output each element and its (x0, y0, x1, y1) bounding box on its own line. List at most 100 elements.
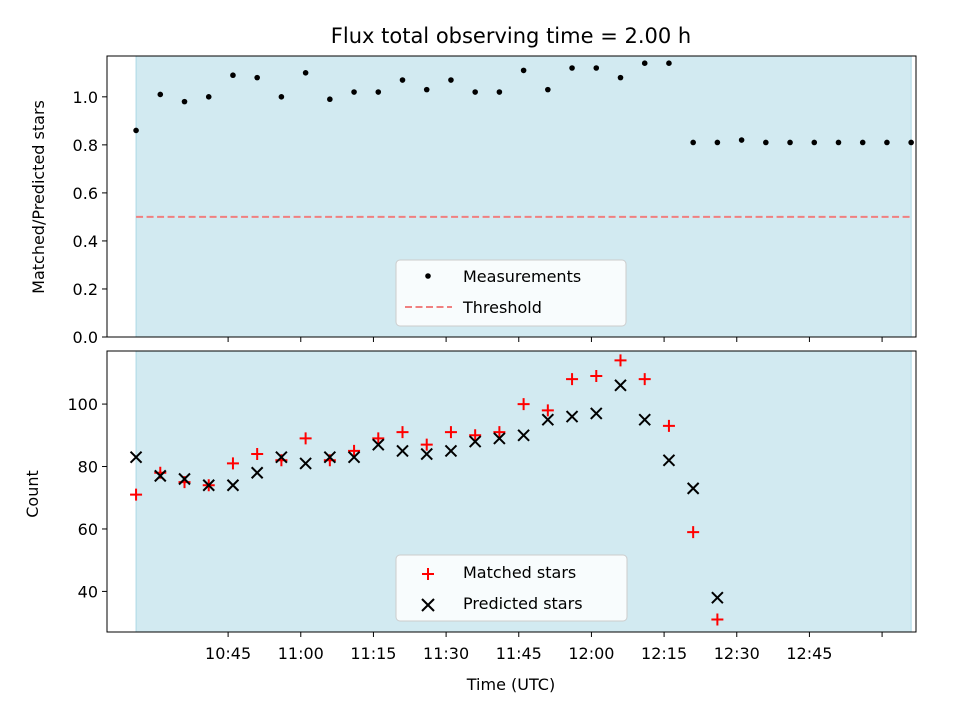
matched-star-point (662, 419, 675, 432)
predicted-star-point (129, 450, 143, 464)
predicted-star-point (178, 472, 191, 486)
measurement-point (254, 74, 260, 81)
matched-star-point (517, 398, 530, 411)
bottom-axes-frame (106, 350, 917, 633)
measurement-point (399, 77, 406, 83)
top-ytick-label: 1.0 (73, 88, 98, 107)
predicted-star-point (275, 450, 288, 464)
measurement-point (835, 139, 842, 146)
legend-predicted-label: Predicted stars (463, 594, 583, 613)
predicted-star-point (396, 444, 409, 458)
top-axes-frame (106, 55, 917, 338)
measurement-point (714, 139, 721, 146)
predicted-star-point (541, 413, 555, 426)
chart-title: Flux total observing time = 2.00 h (331, 24, 691, 48)
bottom-ytick-label: 100 (67, 395, 98, 414)
bottom-axes: 40 60 80 100 10:45 11:00 11:15 11:30 11:45 12:00… (23, 350, 917, 694)
bottom-ytick-label: 40 (78, 582, 98, 601)
measurement-point (302, 70, 309, 76)
legend-measurements-label: Measurements (463, 267, 581, 286)
top-ytick-label: 0.4 (73, 232, 98, 251)
predicted-star-point (686, 482, 700, 495)
measurement-point (569, 65, 575, 71)
predicted-star-point (468, 435, 482, 448)
bottom-xlabel: Time (UTC) (466, 675, 555, 694)
matched-star-point (566, 373, 579, 386)
measurement-point (423, 86, 430, 93)
predicted-star-point (614, 379, 627, 392)
measurement-point (884, 139, 890, 146)
measurement-point (327, 96, 333, 103)
bottom-legend: Matched stars Predicted stars (395, 554, 628, 622)
predicted-star-point (565, 410, 579, 423)
bottom-xtick-label: 11:15 (350, 644, 396, 663)
legend-matched-marker (422, 568, 434, 580)
bottom-xtick-label: 11:45 (496, 644, 542, 663)
measurement-point (908, 139, 914, 146)
measurement-point (593, 65, 600, 71)
matched-star-point (469, 429, 482, 442)
bottom-xtick-label: 12:45 (786, 644, 832, 663)
matched-star-point (541, 404, 554, 417)
matched-star-point (638, 373, 651, 386)
measurement-point (811, 139, 818, 146)
bottom-xtick-label: 11:30 (423, 644, 469, 663)
predicted-star-point (493, 432, 506, 445)
predicted-star-point (662, 454, 676, 467)
predicted-star-point (444, 444, 458, 458)
measurement-point (133, 127, 139, 134)
bottom-xtick-label: 12:30 (714, 644, 760, 663)
predicted-star-point (420, 447, 433, 461)
matched-star-point (444, 426, 457, 439)
bottom-ytick-label: 80 (78, 458, 98, 477)
matched-star-point (590, 369, 603, 382)
predicted-star-point (323, 450, 337, 464)
measurement-point (496, 89, 503, 95)
matched-star-point (711, 613, 724, 626)
measurement-point (181, 98, 188, 105)
legend-matched-label: Matched stars (463, 563, 576, 582)
matched-star-point (226, 457, 239, 470)
measurement-point (230, 72, 236, 79)
predicted-star-point (590, 407, 603, 420)
top-legend-box (395, 259, 627, 327)
predicted-star-point (202, 479, 215, 492)
bottom-legend-box (395, 554, 628, 622)
measurement-point (787, 139, 793, 146)
measurement-point (351, 89, 357, 95)
matched-star-point (396, 426, 409, 439)
measurement-point (545, 86, 551, 93)
bottom-xtick-label: 11:00 (278, 644, 324, 663)
matched-star-point (348, 444, 361, 457)
measurement-point (278, 94, 285, 100)
matched-star-point (420, 438, 433, 451)
matched-star-point (687, 526, 700, 539)
bottom-xtick-label: 12:00 (568, 644, 614, 663)
measurement-point (617, 74, 624, 81)
matched-star-point (251, 448, 264, 461)
measurement-point (641, 60, 648, 67)
legend-measurements-marker (425, 273, 431, 279)
matched-star-point (299, 432, 312, 445)
measurement-point (666, 60, 672, 67)
legend-predicted-marker (421, 598, 435, 612)
matched-star-point (130, 488, 143, 501)
predicted-star-point (638, 413, 651, 426)
measurement-point (375, 89, 382, 95)
predicted-star-point (154, 469, 167, 483)
measurement-point (520, 67, 527, 74)
top-legend: Measurements Threshold (395, 259, 627, 327)
matched-star-point (614, 354, 627, 367)
measurement-point (738, 137, 745, 143)
bottom-xtick-label: 12:15 (641, 644, 687, 663)
measurement-point (763, 139, 769, 146)
top-ylabel: Matched/Predicted stars (29, 100, 48, 294)
measurement-point (205, 94, 212, 100)
measurement-point (690, 139, 696, 146)
predicted-star-point (711, 591, 724, 604)
measurement-point (472, 89, 478, 95)
top-ytick-label: 0.0 (73, 328, 98, 347)
bottom-ylabel: Count (23, 470, 42, 518)
top-ytick-label: 0.6 (73, 184, 98, 203)
